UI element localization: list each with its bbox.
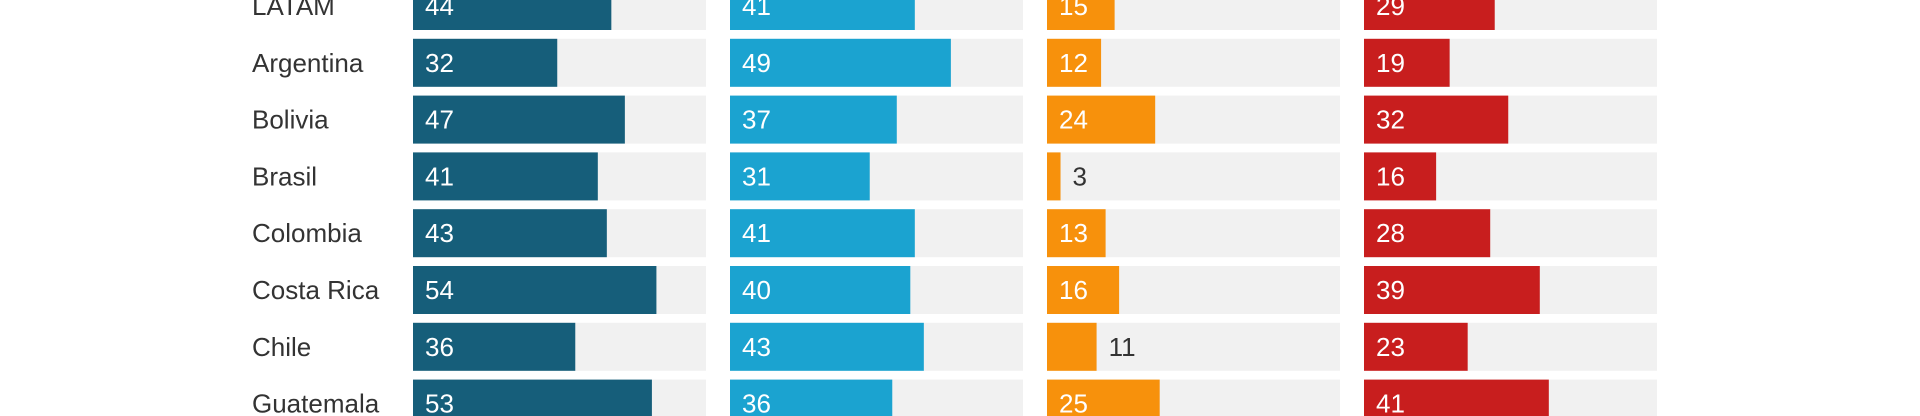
bar-s3-r7 [1364,379,1549,416]
row-label-4: Colombia [252,218,362,248]
data-label-s2-r5: 16 [1059,275,1088,305]
data-label-s2-r4: 13 [1059,218,1088,248]
data-label-s3-r7: 41 [1376,389,1405,416]
bar-s3-r2 [1364,95,1509,144]
data-label-s2-r0: 15 [1059,0,1088,21]
bar-s2-r2 [1047,95,1156,144]
data-label-s0-r5: 54 [425,275,454,305]
bar-s0-r7 [413,379,652,416]
data-label-s3-r1: 19 [1376,48,1405,78]
bar-s1-r3 [730,152,870,201]
bar-s3-r0 [1364,0,1495,30]
bar-track-s2-r3 [1047,152,1340,201]
bar-s1-r1 [730,38,951,87]
bar-s2-r4 [1047,209,1106,258]
bar-s3-r1 [1364,38,1450,87]
data-label-s0-r2: 47 [425,105,454,135]
bar-s2-r1 [1047,38,1102,87]
data-label-s1-r4: 41 [742,218,771,248]
row-label-2: Bolivia [252,105,329,135]
data-label-s0-r6: 36 [425,332,454,362]
data-label-s1-r6: 43 [742,332,771,362]
data-label-s3-r0: 29 [1376,0,1405,21]
data-label-s1-r3: 31 [742,161,771,191]
row-label-5: Costa Rica [252,275,380,305]
data-label-s2-r3: 3 [1073,161,1087,191]
bar-s3-r6 [1364,322,1468,371]
bar-s3-r5 [1364,266,1540,314]
data-label-s3-r3: 16 [1376,161,1405,191]
bar-s1-r2 [730,95,897,144]
bar-s1-r5 [730,266,911,314]
bar-s1-r4 [730,209,915,258]
row-label-3: Brasil [252,161,317,191]
bar-s0-r5 [413,266,657,314]
bar-s0-r6 [413,322,576,371]
bar-s0-r2 [413,95,625,144]
bar-s2-r3 [1047,152,1061,201]
bar-s0-r3 [413,152,598,201]
data-label-s1-r1: 49 [742,48,771,78]
data-label-s1-r2: 37 [742,105,771,135]
bar-s1-r0 [730,0,915,30]
data-label-s3-r6: 23 [1376,332,1405,362]
bar-s2-r0 [1047,0,1115,30]
data-label-s3-r4: 28 [1376,218,1405,248]
bar-s2-r6 [1047,322,1097,371]
data-label-s3-r5: 39 [1376,275,1405,305]
data-label-s0-r4: 43 [425,218,454,248]
row-label-0: LATAM [252,0,335,21]
data-label-s2-r6: 11 [1109,332,1136,362]
row-label-6: Chile [252,332,311,362]
bar-s1-r7 [730,379,893,416]
bar-s3-r4 [1364,209,1491,258]
row-label-1: Argentina [252,48,364,78]
bar-s0-r1 [413,38,558,87]
data-label-s0-r3: 41 [425,161,454,191]
data-label-s1-r7: 36 [742,389,771,416]
data-label-s2-r7: 25 [1059,389,1088,416]
data-label-s0-r0: 44 [425,0,454,21]
data-label-s1-r0: 41 [742,0,771,21]
bar-s3-r3 [1364,152,1437,201]
data-label-s0-r1: 32 [425,48,454,78]
bar-s2-r7 [1047,379,1160,416]
data-label-s2-r1: 12 [1059,48,1088,78]
data-label-s3-r2: 32 [1376,105,1405,135]
bar-s0-r4 [413,209,607,258]
bar-s1-r6 [730,322,924,371]
bar-s2-r5 [1047,266,1120,314]
data-label-s2-r2: 24 [1059,105,1088,135]
data-label-s0-r7: 53 [425,389,454,416]
row-label-7: Guatemala [252,389,380,416]
bar-s0-r0 [413,0,612,30]
data-label-s1-r5: 40 [742,275,771,305]
